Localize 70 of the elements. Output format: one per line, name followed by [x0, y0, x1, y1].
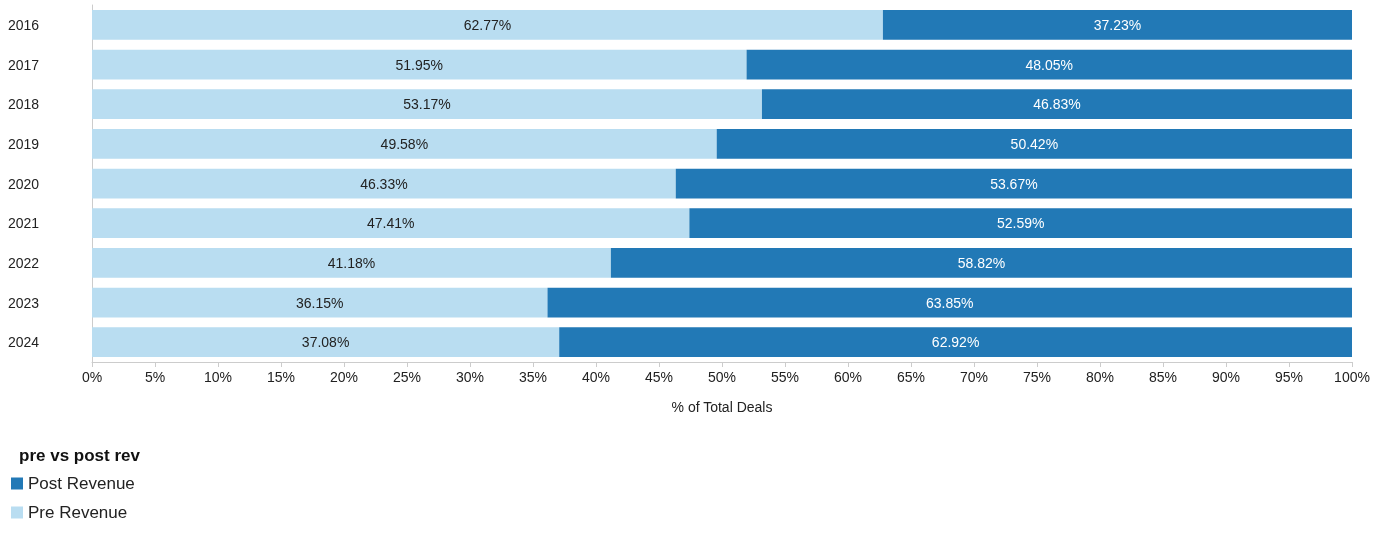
data-label: 58.82% — [957, 254, 1006, 271]
x-tick-label: 55% — [770, 369, 800, 385]
bar — [675, 168, 1352, 199]
y-tick-label: 2017 — [8, 56, 40, 73]
x-tick-label: 50% — [707, 369, 737, 385]
bar — [92, 49, 747, 80]
x-tick-label: 70% — [959, 369, 989, 385]
x-tick-label: 95% — [1274, 369, 1304, 385]
bar — [882, 9, 1352, 40]
data-label: 41.18% — [327, 254, 376, 271]
data-label: 48.05% — [1025, 56, 1074, 73]
bar — [92, 327, 560, 358]
x-tick-label: 80% — [1085, 369, 1115, 385]
data-label: 62.92% — [931, 334, 980, 351]
bar — [92, 247, 611, 278]
bar — [92, 287, 548, 318]
bar — [92, 168, 676, 199]
data-label: 53.67% — [990, 175, 1038, 192]
bar — [746, 49, 1352, 80]
x-tick-label: 20% — [329, 369, 359, 385]
bar — [92, 208, 690, 239]
x-axis-title: % of Total Deals — [671, 399, 773, 415]
legend-label: Pre Revenue — [28, 503, 128, 522]
x-tick-label: 40% — [581, 369, 611, 385]
y-tick-label: 2022 — [8, 254, 40, 271]
x-tick-label: 35% — [518, 369, 548, 385]
x-tick-label: 75% — [1022, 369, 1052, 385]
bar — [559, 327, 1352, 358]
data-label: 53.17% — [403, 96, 451, 113]
data-label: 37.23% — [1093, 16, 1142, 33]
bar — [92, 89, 762, 120]
bar — [610, 247, 1352, 278]
bar — [92, 9, 883, 40]
y-tick-label: 2018 — [8, 96, 40, 113]
bar — [547, 287, 1352, 318]
legend-title: pre vs post rev — [19, 446, 141, 465]
x-tick-label: 5% — [144, 369, 166, 385]
bar — [92, 128, 717, 159]
x-tick-label: 60% — [833, 369, 863, 385]
y-tick-label: 2016 — [8, 16, 40, 33]
data-label: 46.33% — [360, 175, 408, 192]
x-tick-label: 45% — [644, 369, 674, 385]
data-label: 37.08% — [301, 334, 350, 351]
x-tick-label: 15% — [266, 369, 296, 385]
x-tick-label: 100% — [1334, 369, 1370, 385]
data-label: 36.15% — [296, 294, 344, 311]
data-label: 50.42% — [1010, 135, 1059, 152]
bar — [761, 89, 1352, 120]
bar — [716, 128, 1352, 159]
x-tick-label: 90% — [1211, 369, 1241, 385]
x-tick-label: 10% — [203, 369, 233, 385]
y-tick-label: 2021 — [8, 215, 40, 232]
data-label: 47.41% — [366, 215, 415, 232]
data-label: 51.95% — [395, 56, 444, 73]
data-label: 46.83% — [1033, 96, 1081, 113]
bar — [689, 208, 1352, 239]
data-label: 62.77% — [463, 16, 512, 33]
x-tick-label: 85% — [1148, 369, 1178, 385]
y-tick-label: 2020 — [8, 175, 40, 192]
x-tick-label: 0% — [81, 369, 103, 385]
x-tick-label: 65% — [896, 369, 926, 385]
x-tick-label: 25% — [392, 369, 422, 385]
data-label: 49.58% — [380, 135, 429, 152]
y-tick-label: 2023 — [8, 294, 40, 311]
x-tick-label: 30% — [455, 369, 485, 385]
y-tick-label: 2024 — [8, 334, 40, 351]
data-label: 52.59% — [996, 215, 1045, 232]
data-label: 63.85% — [926, 294, 974, 311]
legend-label: Post Revenue — [28, 474, 135, 493]
y-tick-label: 2019 — [8, 135, 40, 152]
